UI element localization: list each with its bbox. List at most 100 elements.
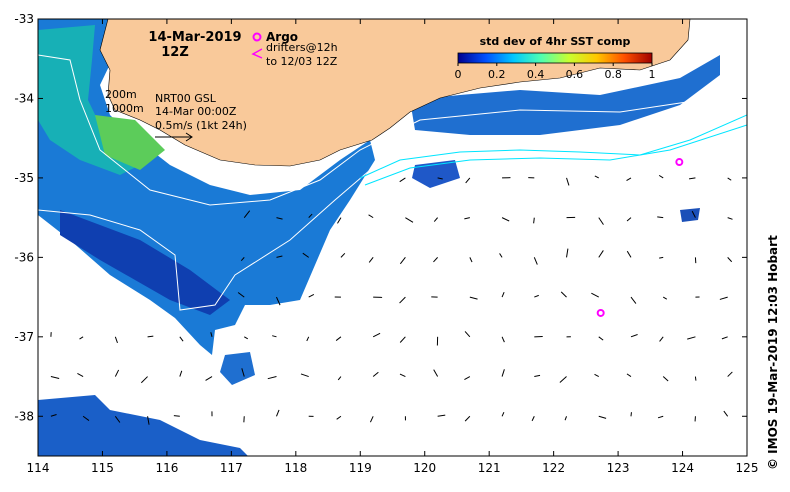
velocity-arrow [243, 210, 251, 218]
velocity-arrow [337, 217, 342, 224]
legend-drifters-line1: drifters@12h [266, 41, 338, 54]
velocity-arrow [335, 336, 342, 341]
velocity-arrow [464, 217, 470, 220]
velocity-arrow [626, 373, 632, 377]
colorbar-tick-label: 0 [455, 68, 462, 81]
colorbar-bar [457, 52, 653, 64]
plot-area [38, 19, 747, 456]
colorbar-tick-label: 0.2 [488, 68, 506, 81]
map-date: 14-Mar-2019 [148, 30, 241, 45]
velocity-arrow [308, 213, 313, 218]
x-tick-label: 118 [284, 461, 307, 475]
velocity-arrow [306, 336, 310, 342]
y-tick-label: -37 [14, 330, 34, 344]
velocity-arrow [688, 177, 696, 180]
velocity-arrow [399, 336, 406, 343]
velocity-arrow [50, 376, 60, 379]
velocity-arrow [727, 177, 732, 181]
velocity-arrow [501, 411, 505, 417]
velocity-arrow [598, 336, 604, 341]
x-tick-label: 114 [27, 461, 50, 475]
velocity-arrow [369, 416, 374, 423]
velocity-arrow [276, 217, 283, 220]
colorbar-tick-label: 0.6 [566, 68, 584, 81]
sst-data-layer [38, 19, 720, 456]
x-tick-label: 117 [220, 461, 243, 475]
velocity-arrow [626, 250, 632, 258]
legend: Argo drifters@12h to 12/03 12Z [251, 30, 338, 68]
velocity-arrow [241, 368, 245, 377]
velocity-arrow [721, 336, 728, 340]
velocity-arrow [308, 293, 315, 298]
velocity-arrow [691, 210, 696, 218]
velocity-arrow [340, 252, 346, 258]
velocity-arrow [464, 415, 471, 422]
velocity-arrow [114, 415, 121, 423]
legend-argo-label: Argo [266, 30, 298, 44]
velocity-arrow [534, 294, 539, 298]
velocity-arrow [501, 369, 505, 377]
drifter-track-2 [364, 124, 747, 186]
velocity-arrow [433, 217, 438, 222]
velocity-arrow [662, 296, 668, 300]
credit-text: © IMOS 19-Mar-2019 12:03 Hobart [766, 235, 780, 470]
velocity-arrow [564, 416, 567, 421]
x-tick-label: 120 [413, 461, 436, 475]
velocity-arrow [147, 416, 150, 425]
velocity-arrow [657, 216, 664, 219]
velocity-arrow [147, 335, 154, 338]
y-tick-label: -38 [14, 409, 34, 423]
velocity-arrow [531, 416, 535, 422]
velocity-arrow [50, 414, 57, 417]
velocity-arrow [205, 376, 213, 381]
sst-patch-south [38, 395, 248, 456]
velocity-arrow [533, 257, 538, 265]
velocity-arrow [566, 177, 570, 186]
velocity-arrow [82, 415, 90, 421]
colorbar-title: std dev of 4hr SST comp [480, 35, 631, 48]
velocity-arrow [240, 257, 245, 261]
x-tick-label: 119 [349, 461, 372, 475]
velocity-arrow [723, 410, 729, 417]
isobath-200-line [38, 54, 747, 206]
source-label: NRT00 GSL [155, 92, 217, 105]
velocity-arrow [719, 296, 728, 300]
velocity-arrow [559, 376, 567, 383]
velocity-arrow [533, 217, 535, 224]
velocity-arrow [77, 373, 84, 377]
drifter-track [359, 114, 747, 179]
velocity-arrow [368, 257, 374, 263]
velocity-arrow [469, 257, 473, 263]
velocity-arrow [267, 376, 277, 380]
velocity-arrow [594, 373, 599, 377]
annotations: 200m 1000m NRT00 GSL 14-Mar 00:00Z 0.5m/… [105, 88, 247, 142]
isobath-lines [38, 54, 747, 311]
sst-patch-east [410, 55, 720, 135]
sst-patch-west-inner [38, 25, 150, 175]
x-tick-label: 124 [671, 461, 694, 475]
velocity-arrow [501, 217, 510, 222]
velocity-arrow [501, 291, 505, 298]
velocity-arrow [368, 214, 374, 219]
velocity-arrow [657, 415, 664, 419]
isobath-1000-line [38, 117, 747, 311]
x-tick-label: 115 [91, 461, 114, 475]
velocity-arrow [244, 336, 248, 340]
velocity-arrow [399, 257, 406, 265]
velocity-arrow [598, 415, 607, 419]
velocity-arrow [399, 177, 406, 183]
velocity-arrow [630, 296, 637, 304]
colorbar: std dev of 4hr SST comp 0 0.2 0.4 0.6 0.8 1 [455, 35, 656, 81]
colorbar-tick-label: 1 [649, 68, 656, 81]
sst-patch-south2 [220, 352, 255, 385]
velocity-arrow [179, 336, 184, 342]
y-tick-label: -34 [14, 91, 34, 105]
velocity-arrow [399, 373, 406, 377]
velocity-arrow [464, 376, 471, 381]
velocity-arrow [114, 336, 118, 344]
x-tick-label: 122 [542, 461, 565, 475]
x-tick-label: 121 [478, 461, 501, 475]
argo-float-marker [675, 158, 684, 167]
velocity-arrow [210, 332, 213, 337]
